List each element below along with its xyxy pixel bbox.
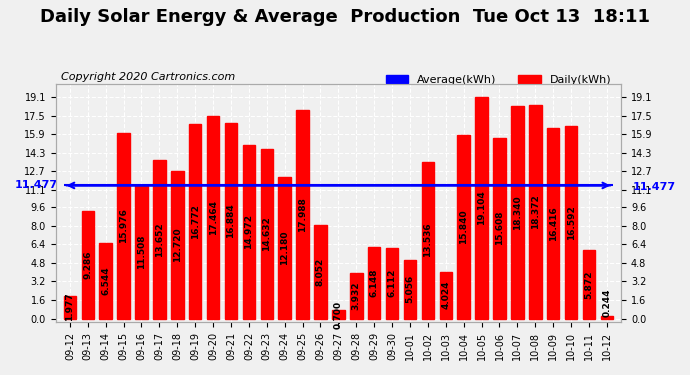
Bar bbox=[296, 110, 309, 318]
Text: 9.286: 9.286 bbox=[83, 251, 92, 279]
Bar bbox=[99, 243, 112, 318]
Bar bbox=[547, 128, 560, 318]
Bar bbox=[171, 171, 184, 318]
Text: 1.977: 1.977 bbox=[66, 293, 75, 321]
Bar bbox=[475, 97, 488, 318]
Bar bbox=[153, 160, 166, 318]
Bar bbox=[386, 248, 398, 318]
Text: 6.112: 6.112 bbox=[388, 269, 397, 297]
Bar bbox=[207, 116, 219, 318]
Bar bbox=[404, 260, 416, 318]
Text: 11.508: 11.508 bbox=[137, 235, 146, 269]
Text: 0.244: 0.244 bbox=[602, 288, 611, 317]
Text: 5.056: 5.056 bbox=[406, 275, 415, 303]
Text: 18.372: 18.372 bbox=[531, 195, 540, 230]
Text: 12.180: 12.180 bbox=[280, 231, 289, 265]
Text: 4.024: 4.024 bbox=[442, 281, 451, 309]
Text: 15.840: 15.840 bbox=[459, 209, 469, 244]
Bar bbox=[600, 316, 613, 318]
Bar bbox=[511, 106, 524, 318]
Bar bbox=[457, 135, 470, 318]
Bar bbox=[350, 273, 362, 318]
Bar bbox=[493, 138, 506, 318]
Text: 16.772: 16.772 bbox=[190, 204, 199, 239]
Text: 15.608: 15.608 bbox=[495, 211, 504, 245]
Bar bbox=[81, 211, 94, 318]
Bar bbox=[332, 310, 344, 318]
Text: 11.477: 11.477 bbox=[633, 182, 676, 192]
Bar bbox=[189, 124, 201, 318]
Bar bbox=[422, 162, 434, 318]
Text: 19.104: 19.104 bbox=[477, 190, 486, 225]
Text: 18.340: 18.340 bbox=[513, 195, 522, 230]
Text: 17.988: 17.988 bbox=[298, 197, 307, 232]
Text: 14.972: 14.972 bbox=[244, 214, 253, 249]
Text: 8.052: 8.052 bbox=[316, 258, 325, 286]
Text: 6.544: 6.544 bbox=[101, 266, 110, 295]
Bar bbox=[582, 251, 595, 318]
Text: 13.652: 13.652 bbox=[155, 222, 164, 257]
Text: 16.416: 16.416 bbox=[549, 206, 558, 241]
Bar bbox=[225, 123, 237, 318]
Text: Copyright 2020 Cartronics.com: Copyright 2020 Cartronics.com bbox=[61, 72, 235, 82]
Text: 0.700: 0.700 bbox=[334, 300, 343, 328]
Text: 17.464: 17.464 bbox=[208, 200, 217, 235]
Text: 16.592: 16.592 bbox=[566, 205, 575, 240]
Bar bbox=[368, 247, 380, 318]
Text: 6.148: 6.148 bbox=[370, 268, 379, 297]
Bar bbox=[314, 225, 327, 318]
Bar bbox=[440, 272, 452, 318]
Text: 13.536: 13.536 bbox=[424, 223, 433, 257]
Bar bbox=[261, 149, 273, 318]
Text: 12.720: 12.720 bbox=[172, 228, 181, 262]
Bar bbox=[63, 296, 76, 318]
Text: 11.477: 11.477 bbox=[15, 180, 58, 190]
Bar bbox=[279, 177, 291, 318]
Text: 5.872: 5.872 bbox=[584, 270, 593, 299]
Text: Daily Solar Energy & Average  Production  Tue Oct 13  18:11: Daily Solar Energy & Average Production … bbox=[40, 8, 650, 26]
Bar bbox=[135, 185, 148, 318]
Bar bbox=[565, 126, 578, 318]
Text: 15.976: 15.976 bbox=[119, 209, 128, 243]
Bar bbox=[117, 133, 130, 318]
Bar bbox=[243, 145, 255, 318]
Text: 3.932: 3.932 bbox=[352, 282, 361, 310]
Legend: Average(kWh), Daily(kWh): Average(kWh), Daily(kWh) bbox=[382, 71, 615, 90]
Bar bbox=[529, 105, 542, 318]
Text: 16.884: 16.884 bbox=[226, 203, 235, 238]
Text: 14.632: 14.632 bbox=[262, 216, 271, 251]
